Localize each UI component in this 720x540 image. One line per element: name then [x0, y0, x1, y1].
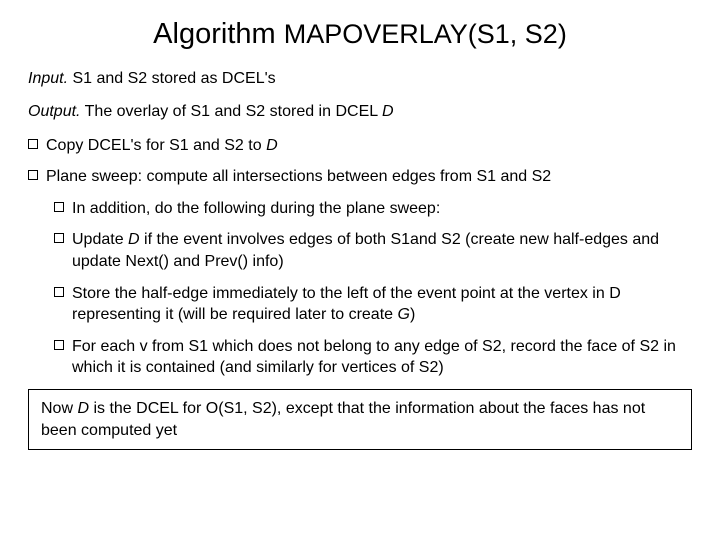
note-box: Now D is the DCEL for O(S1, S2), except …: [28, 389, 692, 450]
output-em: D: [382, 103, 394, 120]
list-item: Plane sweep: compute all intersections b…: [28, 166, 692, 188]
output-line: Output. The overlay of S1 and S2 stored …: [28, 102, 692, 123]
note-after: is the DCEL for O(S1, S2), except that t…: [41, 400, 645, 439]
list-item: Copy DCEL's for S1 and S2 to D: [28, 135, 692, 157]
bullet-icon: [54, 340, 64, 350]
bullet-icon: [54, 233, 64, 243]
bullet-list: Copy DCEL's for S1 and S2 to D Plane swe…: [28, 135, 692, 379]
text-segment: Update: [72, 231, 128, 248]
output-label: Output.: [28, 103, 80, 120]
bullet-text: Copy DCEL's for S1 and S2 to D: [46, 135, 692, 157]
slide-container: Algorithm MAPOVERLAY(S1, S2) Input. S1 a…: [0, 0, 720, 464]
text-segment: ): [410, 306, 415, 323]
input-text: S1 and S2 stored as DCEL's: [68, 70, 276, 87]
bullet-icon: [54, 287, 64, 297]
input-line: Input. S1 and S2 stored as DCEL's: [28, 69, 692, 90]
title-prefix: Algorithm: [153, 18, 284, 50]
text-segment: For each v from S1 which does not belong…: [72, 338, 676, 377]
list-item: Update D if the event involves edges of …: [54, 229, 692, 272]
text-segment: Copy DCEL's for S1 and S2 to: [46, 137, 266, 154]
output-text: The overlay of S1 and S2 stored in DCEL: [80, 103, 382, 120]
bullet-icon: [28, 139, 38, 149]
bullet-text: For each v from S1 which does not belong…: [72, 336, 692, 379]
text-em: D: [266, 137, 278, 154]
note-before: Now: [41, 400, 77, 417]
list-item: Store the half-edge immediately to the l…: [54, 283, 692, 326]
page-title: Algorithm MAPOVERLAY(S1, S2): [28, 18, 692, 51]
text-em: G: [398, 306, 410, 323]
title-name: MAPOVERLAY(S1, S2): [284, 19, 567, 49]
bullet-text: Update D if the event involves edges of …: [72, 229, 692, 272]
text-segment: Plane sweep: compute all intersections b…: [46, 168, 551, 185]
bullet-icon: [54, 202, 64, 212]
list-item: In addition, do the following during the…: [54, 198, 692, 220]
text-em: D: [128, 231, 140, 248]
bullet-icon: [28, 170, 38, 180]
text-segment: Store the half-edge immediately to the l…: [72, 285, 621, 324]
text-segment: if the event involves edges of both S1an…: [72, 231, 659, 270]
bullet-text: In addition, do the following during the…: [72, 198, 692, 220]
bullet-text: Plane sweep: compute all intersections b…: [46, 166, 692, 188]
bullet-text: Store the half-edge immediately to the l…: [72, 283, 692, 326]
note-em: D: [77, 400, 89, 417]
input-label: Input.: [28, 70, 68, 87]
list-item: For each v from S1 which does not belong…: [54, 336, 692, 379]
text-segment: In addition, do the following during the…: [72, 200, 440, 217]
